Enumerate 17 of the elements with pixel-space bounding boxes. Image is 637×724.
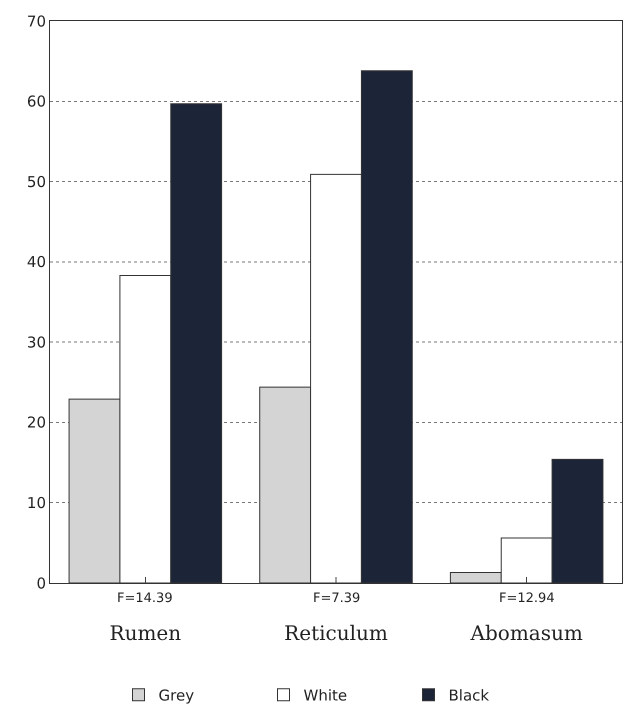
text: F=12.94: [499, 591, 555, 606]
x-tick-label: Abomasum: [470, 621, 583, 645]
x-tick-label: Reticulum: [284, 621, 388, 645]
y-tick-label: 50: [26, 172, 46, 191]
y-tick-label: 0: [36, 574, 46, 592]
y-tick-label: 10: [26, 494, 46, 512]
y-tick-label: 30: [26, 333, 46, 352]
y-tick-label: 40: [26, 253, 46, 272]
y-tick-label: 70: [26, 12, 46, 30]
x-tick-label: Rumen: [110, 621, 182, 645]
y-tick-label: 60: [26, 92, 46, 111]
legend-label: Grey: [158, 686, 194, 705]
legend-label: White: [304, 686, 348, 705]
text: F=7.39: [313, 591, 360, 606]
legend-label: Black: [448, 686, 490, 705]
y-tick-label: 20: [26, 414, 46, 432]
text: F=14.39: [117, 591, 173, 606]
